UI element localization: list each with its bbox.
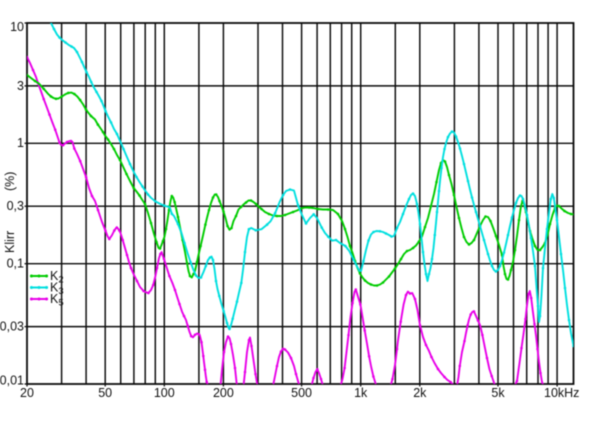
svg-text:50: 50 <box>98 386 112 400</box>
svg-text:(%): (%) <box>3 172 17 191</box>
svg-text:200: 200 <box>213 386 234 400</box>
svg-text:0,03: 0,03 <box>0 320 24 334</box>
svg-text:5k: 5k <box>491 386 505 400</box>
svg-text:100: 100 <box>154 386 175 400</box>
svg-text:0,1: 0,1 <box>7 257 24 271</box>
svg-text:3: 3 <box>17 79 24 93</box>
svg-text:500: 500 <box>291 386 312 400</box>
svg-text:0,01: 0,01 <box>0 373 24 387</box>
svg-text:10kHz: 10kHz <box>544 386 579 400</box>
svg-text:0,3: 0,3 <box>7 199 24 213</box>
svg-text:2k: 2k <box>413 386 427 400</box>
svg-text:Klirr: Klirr <box>3 231 17 253</box>
svg-text:1: 1 <box>17 136 24 150</box>
svg-text:20: 20 <box>20 386 34 400</box>
svg-text:1k: 1k <box>354 386 368 400</box>
svg-text:10: 10 <box>10 20 24 34</box>
